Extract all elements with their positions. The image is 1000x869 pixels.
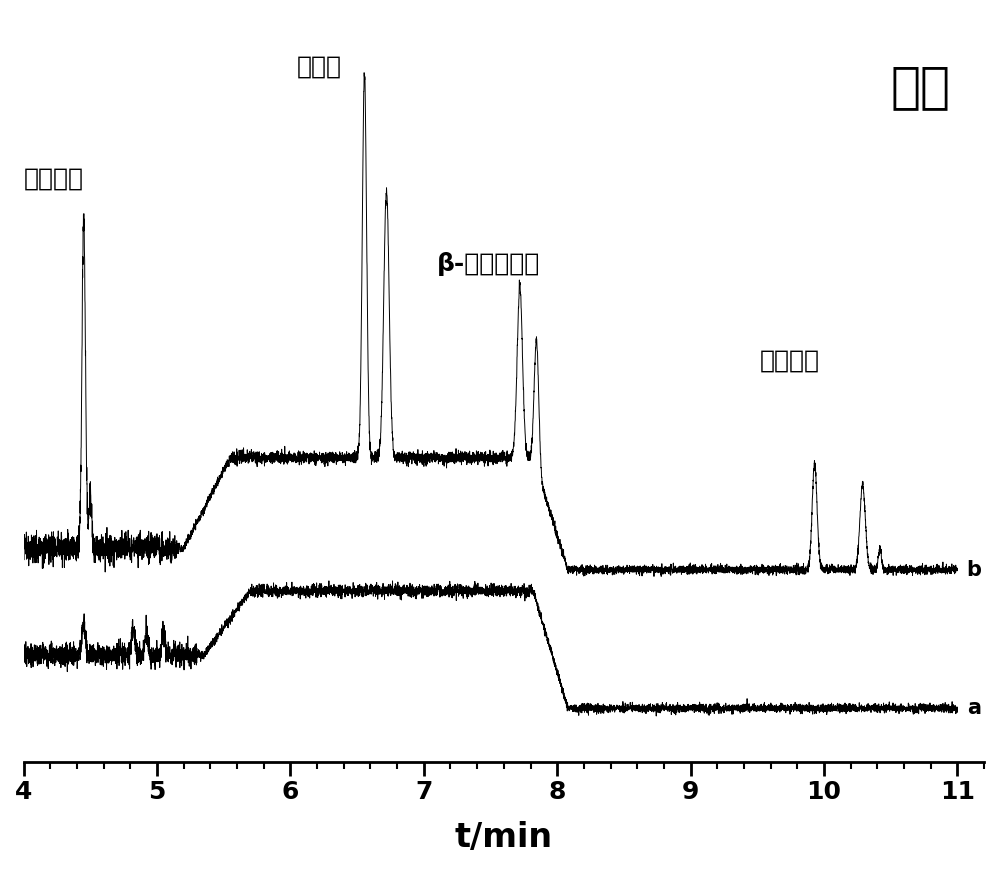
Text: 联苯菊酩: 联苯菊酩 (24, 167, 84, 191)
Text: a: a (967, 698, 981, 718)
Text: b: b (967, 560, 982, 580)
Text: 尿液: 尿液 (891, 63, 951, 111)
Text: β-氟氯氰菊酩: β-氟氯氰菊酩 (437, 252, 540, 276)
Text: 氰戊菊酩: 氰戊菊酩 (760, 348, 820, 372)
X-axis label: t/min: t/min (455, 821, 553, 854)
Text: 氯菊酩: 氯菊酩 (297, 55, 342, 79)
